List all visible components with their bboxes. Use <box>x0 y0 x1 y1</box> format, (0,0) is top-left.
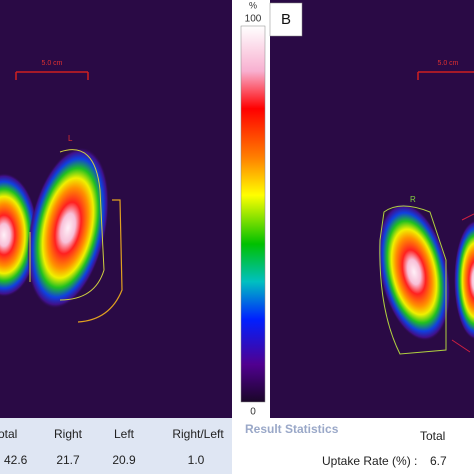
table-cell: 21.7 <box>56 453 80 467</box>
roi-label: L <box>68 134 73 143</box>
lobe <box>454 220 474 340</box>
stats-row-label: Uptake Rate (%) : <box>322 454 417 468</box>
colorbar-unit: % <box>249 0 257 10</box>
roi-outline <box>29 149 105 301</box>
scale-label: 5.0 cm <box>41 60 62 67</box>
roi-outline <box>379 205 447 355</box>
table-header: Right/Left <box>172 427 224 441</box>
stats-header: Total <box>420 429 445 443</box>
table-header: otal <box>0 427 17 441</box>
colorbar <box>240 25 266 403</box>
table-cell: 42.6 <box>4 453 28 467</box>
lobe <box>27 147 109 309</box>
roi-label: R <box>410 195 416 204</box>
scale-label: 5.0 cm <box>437 60 458 67</box>
stats-title: Result Statistics <box>245 422 339 436</box>
table-header: Right <box>54 427 83 441</box>
table-cell: 1.0 <box>188 453 205 467</box>
stats-row-value: 6.7 <box>430 454 447 468</box>
table-header: Left <box>114 427 135 441</box>
panel-label-box <box>269 2 303 37</box>
colorbar-max: 100 <box>245 14 262 25</box>
table-bg <box>0 418 232 474</box>
right-image <box>270 0 474 418</box>
colorbar-min: 0 <box>250 407 256 418</box>
panel-label: B <box>281 11 291 28</box>
table-cell: 20.9 <box>112 453 136 467</box>
lobe <box>377 203 451 341</box>
roi-outline <box>77 199 123 323</box>
